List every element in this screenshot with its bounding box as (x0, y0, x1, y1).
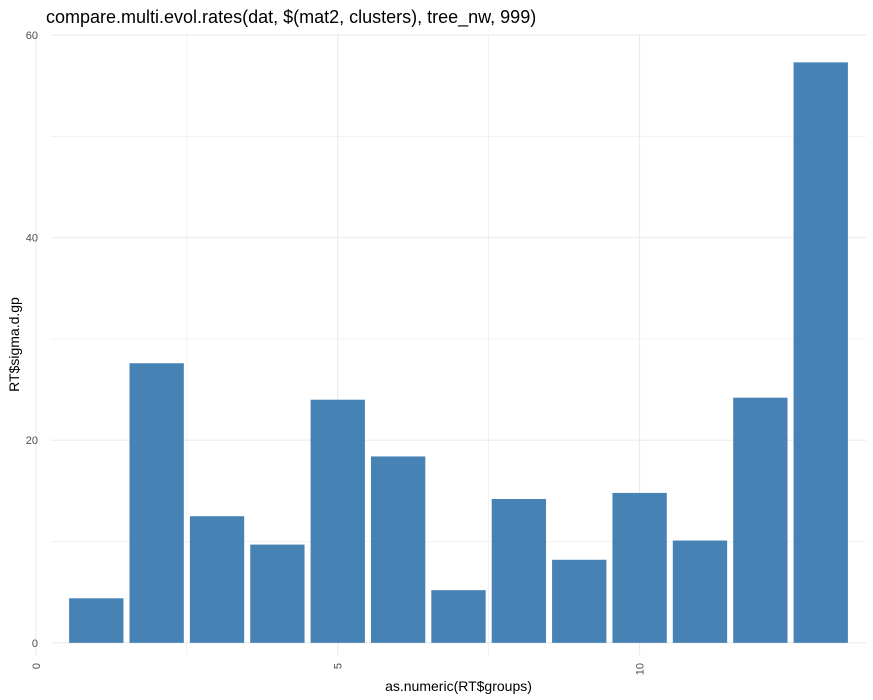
bar-group-4 (250, 544, 305, 643)
x-tick-label: 10 (634, 663, 646, 675)
y-tick-label: 20 (26, 435, 38, 447)
x-tick-label: 0 (31, 663, 43, 669)
chart-title: compare.multi.evol.rates(dat, $(mat2, cl… (46, 7, 537, 27)
y-tick-label: 60 (26, 30, 38, 42)
y-tick-label: 40 (26, 233, 38, 245)
bar-group-2 (129, 363, 184, 643)
bar-group-3 (189, 516, 245, 643)
bar-group-11 (672, 540, 728, 643)
bar-group-1 (69, 598, 124, 643)
x-tick-label: 5 (333, 663, 345, 669)
x-axis-ticks: 0 5 10 (31, 663, 647, 675)
bar-group-10 (612, 492, 667, 643)
bars (69, 62, 848, 643)
bar-group-5 (310, 399, 365, 643)
bar-group-7 (431, 590, 486, 643)
y-axis-title: RT$sigma.d.gp (6, 297, 22, 392)
bar-group-9 (552, 559, 607, 643)
bar-group-13 (793, 62, 848, 643)
y-axis-ticks: 0 20 40 60 (26, 30, 38, 650)
x-axis-title: as.numeric(RT$groups) (385, 678, 532, 694)
bar-group-6 (370, 456, 426, 643)
y-tick-label: 0 (32, 638, 38, 650)
bar-group-8 (491, 498, 547, 643)
bar-group-12 (733, 397, 788, 643)
